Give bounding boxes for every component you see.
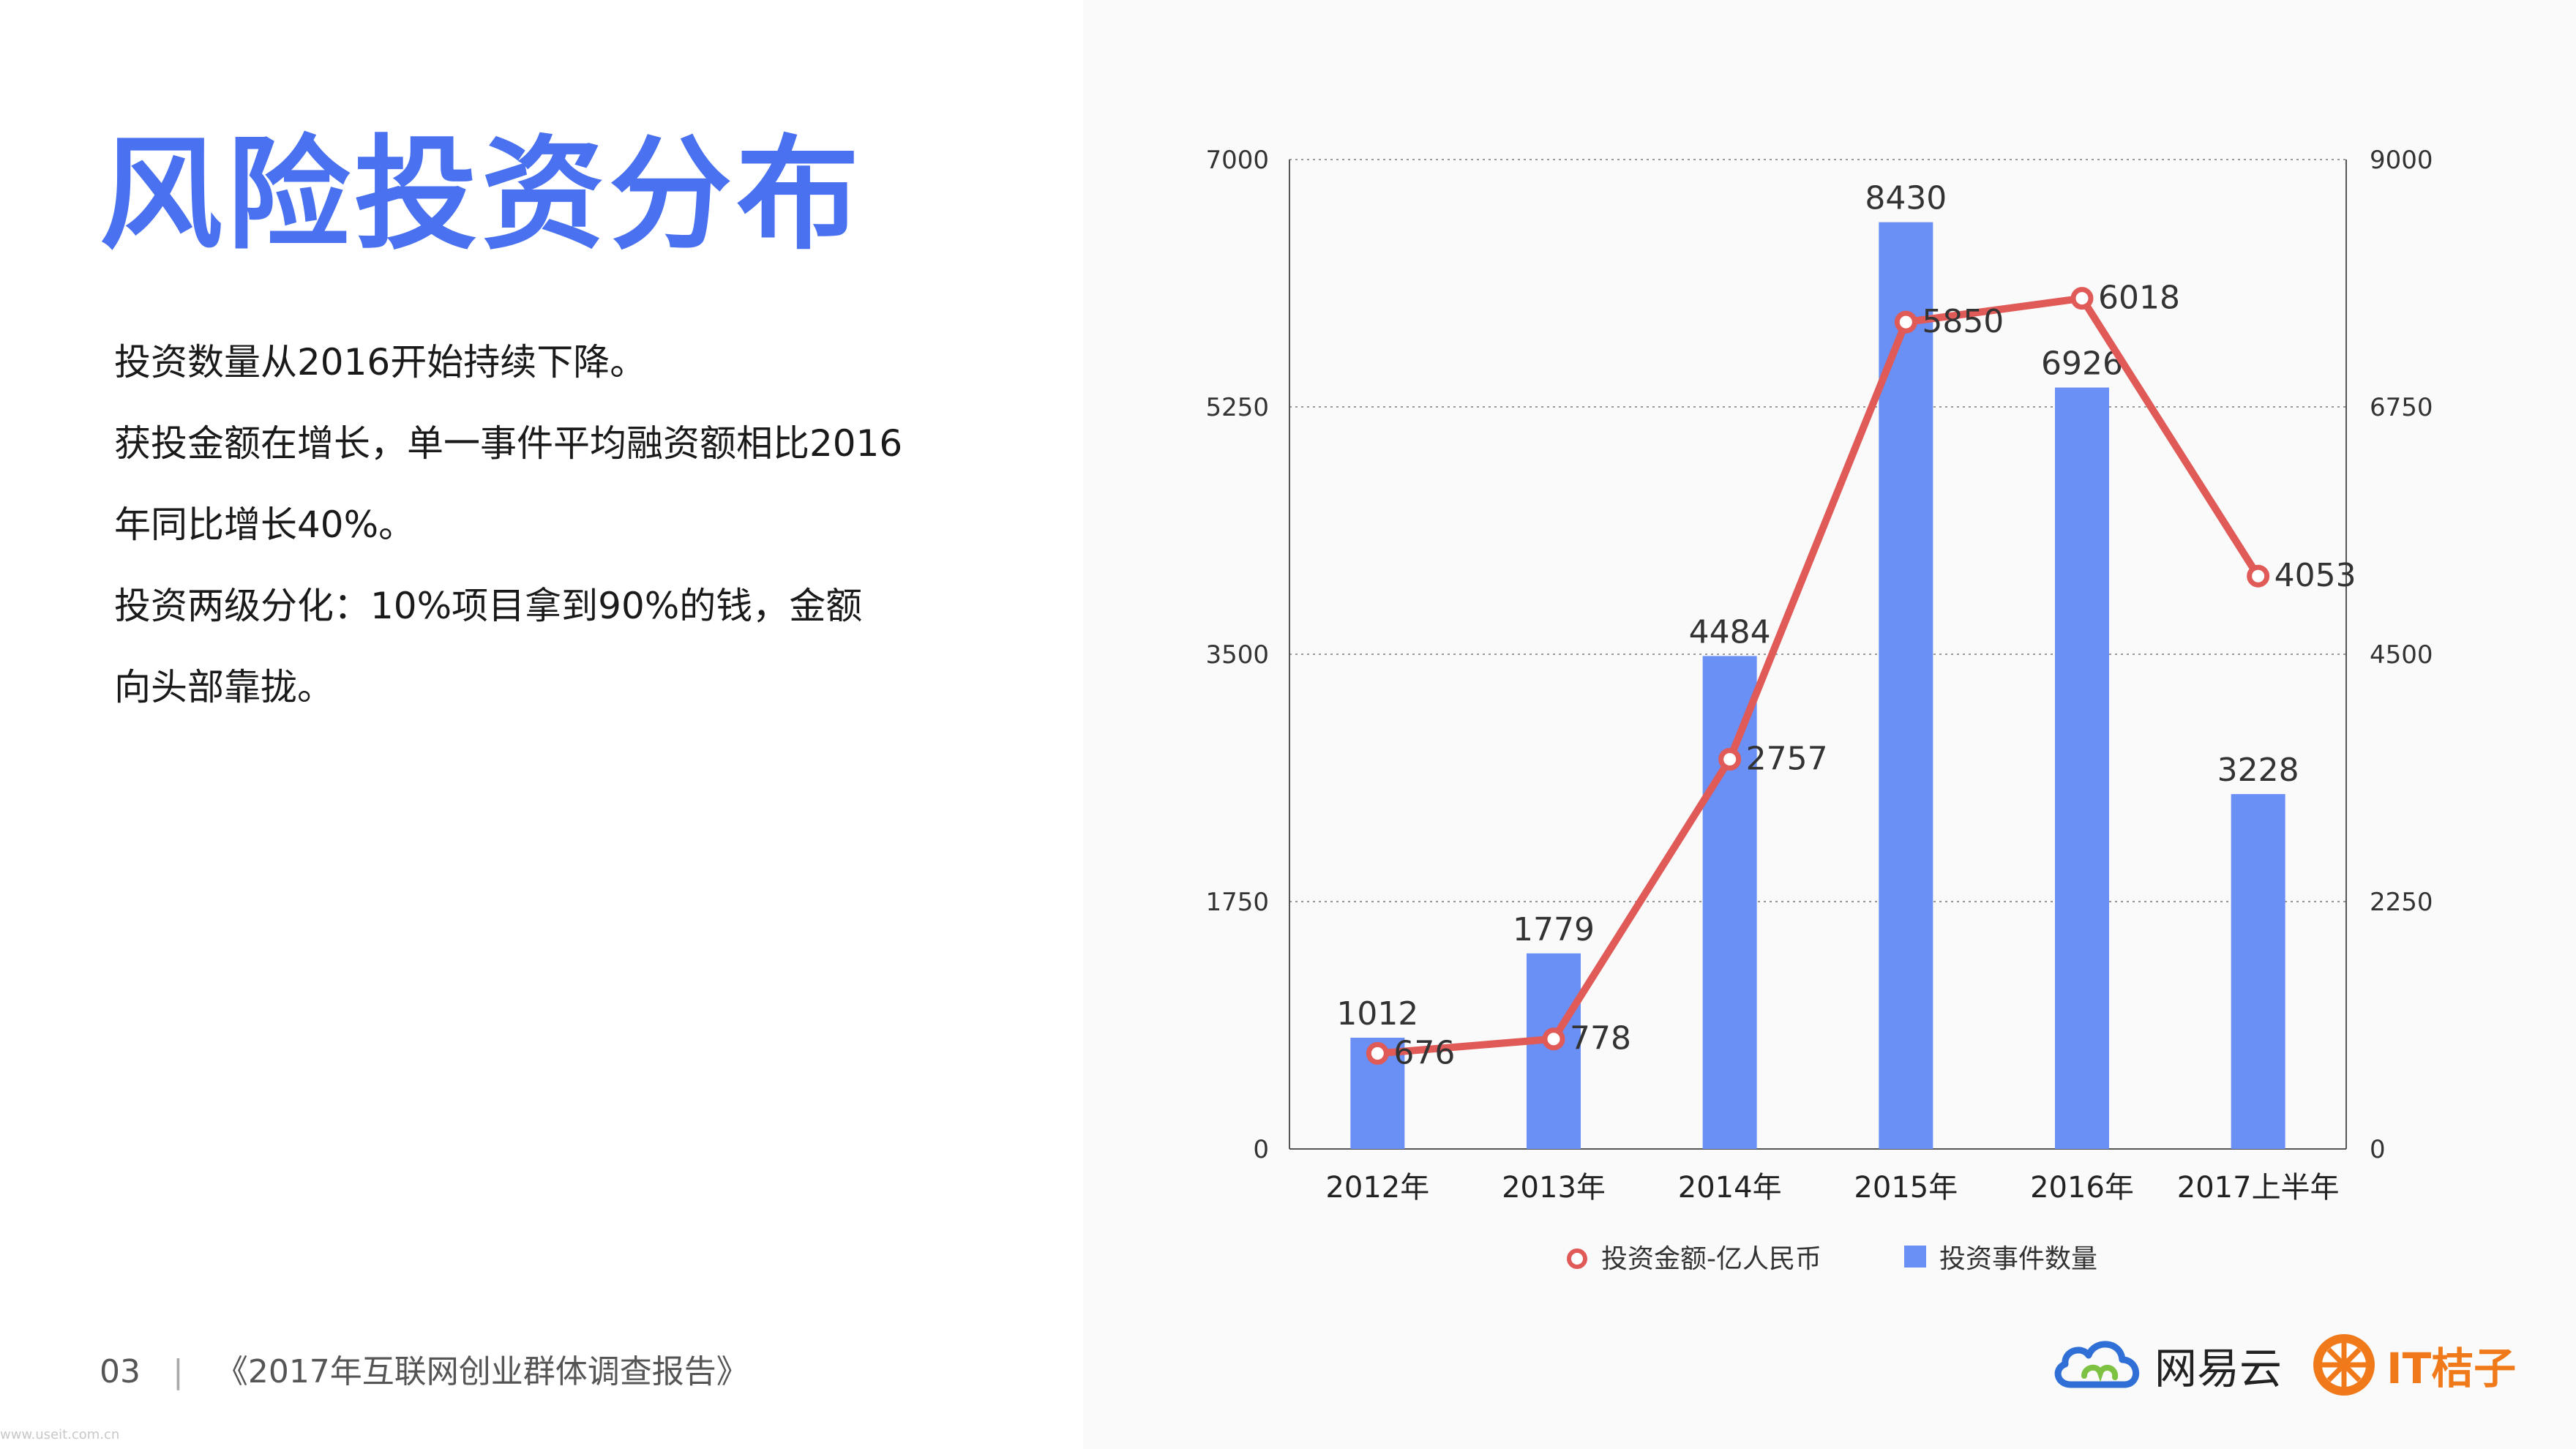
y-right-tick-label: 6750	[2370, 393, 2433, 422]
y-right-tick-label: 9000	[2370, 146, 2433, 175]
description-line: 年同比增长40%。	[114, 503, 416, 546]
y-right-tick-label: 2250	[2370, 888, 2433, 917]
y-left-tick-label: 5250	[1205, 393, 1269, 422]
line-point	[1542, 1027, 1565, 1051]
bar-value-label: 8430	[1865, 180, 1947, 217]
description-line: 获投金额在增长，单一事件平均融资额相比2016	[114, 422, 903, 465]
line-value-label: 6018	[2098, 280, 2180, 317]
watermark: www.useit.com.cn	[0, 1427, 120, 1442]
legend-line-marker	[1567, 1248, 1587, 1269]
bar	[1527, 953, 1581, 1149]
x-tick-label: 2013年	[1502, 1171, 1606, 1205]
line-value-label: 676	[1393, 1034, 1455, 1071]
netease-logo-text: 网易云	[2154, 1344, 2283, 1393]
line-point	[1894, 310, 1917, 334]
netease-logo: 网易云	[2049, 1328, 2282, 1401]
line-value-label: 4053	[2274, 557, 2356, 594]
description-line: 投资数量从2016开始持续下降。	[114, 341, 647, 383]
description-line: 向头部靠拢。	[114, 666, 334, 708]
report-title: 《2017年互联网创业群体调查报告》	[215, 1353, 749, 1390]
bar-value-label: 3228	[2217, 752, 2299, 789]
legend-bar-marker	[1904, 1246, 1926, 1268]
y-left-tick-label: 1750	[1205, 888, 1269, 917]
line-value-label: 778	[1570, 1020, 1631, 1057]
bar	[1702, 656, 1757, 1149]
description-text: 投资数量从2016开始持续下降。 获投金额在增长，单一事件平均融资额相比2016…	[114, 322, 992, 728]
line-point	[2247, 564, 2270, 588]
line-value-label: 2757	[1746, 741, 1828, 778]
line-value-label: 5850	[1922, 303, 2004, 340]
legend-label: 投资事件数量	[1939, 1244, 2097, 1274]
line-point	[2070, 287, 2094, 310]
footer-separator: |	[173, 1353, 184, 1390]
x-tick-label: 2012年	[1325, 1171, 1429, 1205]
x-tick-label: 2016年	[2030, 1171, 2134, 1205]
description-line: 投资两级分化：10%项目拿到90%的钱，金额	[114, 585, 863, 627]
bar-value-label: 1012	[1336, 995, 1418, 1033]
x-tick-label: 2014年	[1678, 1171, 1782, 1205]
y-left-tick-label: 3500	[1205, 640, 1269, 670]
footer: 03 | 《2017年互联网创业群体调查报告》	[100, 1345, 749, 1392]
x-tick-label: 2015年	[1854, 1171, 1958, 1205]
legend-label: 投资金额-亿人民币	[1601, 1244, 1821, 1274]
bar	[2055, 387, 2109, 1149]
bar-value-label: 1779	[1513, 911, 1595, 948]
x-tick-label: 2017上半年	[2177, 1171, 2340, 1205]
bar-value-label: 6926	[2041, 345, 2123, 383]
bar	[2231, 794, 2285, 1149]
cloud-icon	[2054, 1341, 2140, 1388]
orange-icon	[2313, 1334, 2375, 1396]
y-left-tick-label: 0	[1253, 1135, 1269, 1164]
bar-value-label: 4484	[1689, 613, 1771, 651]
y-left-tick-label: 7000	[1205, 146, 1269, 175]
chart-panel-background	[1083, 0, 2576, 1449]
line-point	[1366, 1041, 1389, 1065]
itjuzi-logo: IT桔子	[2309, 1328, 2516, 1401]
line-point	[1718, 748, 1742, 771]
page-number: 03	[100, 1353, 141, 1390]
amount-line	[1374, 294, 2262, 1057]
page-title: 风险投资分布	[100, 123, 864, 266]
y-right-tick-label: 4500	[2370, 640, 2433, 670]
itjuzi-logo-text: IT桔子	[2386, 1344, 2517, 1393]
y-right-tick-label: 0	[2370, 1135, 2386, 1164]
